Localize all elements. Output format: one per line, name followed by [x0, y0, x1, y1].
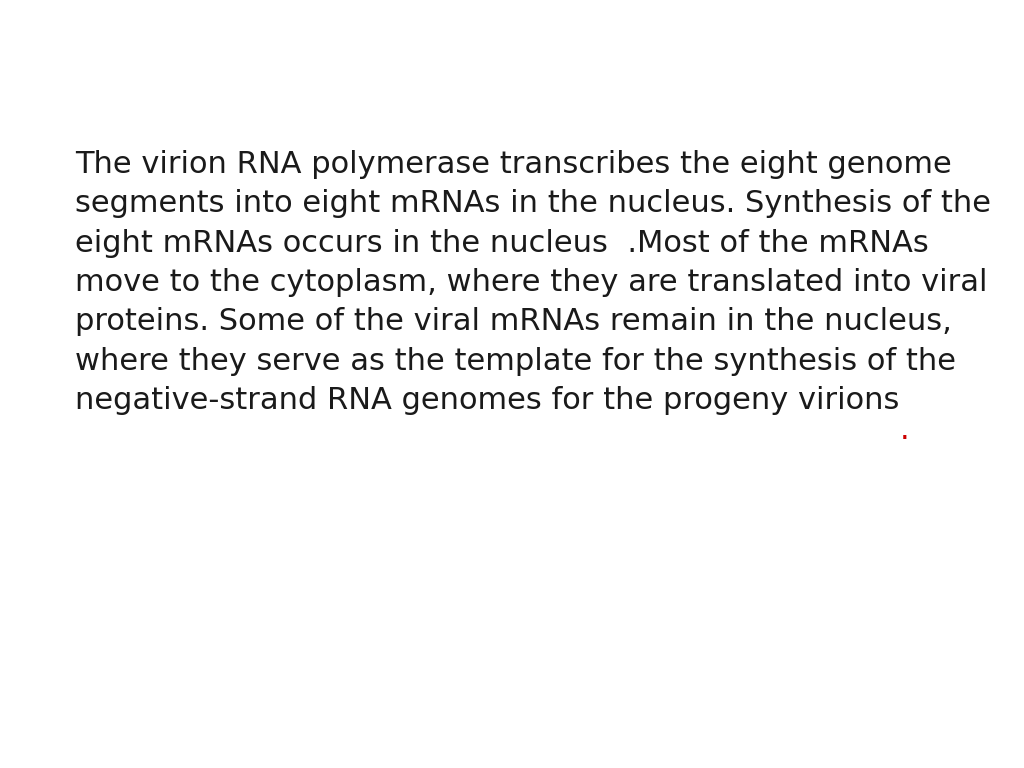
Text: The virion RNA polymerase transcribes the eight genome
segments into eight mRNAs: The virion RNA polymerase transcribes th… [75, 150, 991, 415]
Text: .: . [899, 415, 909, 445]
